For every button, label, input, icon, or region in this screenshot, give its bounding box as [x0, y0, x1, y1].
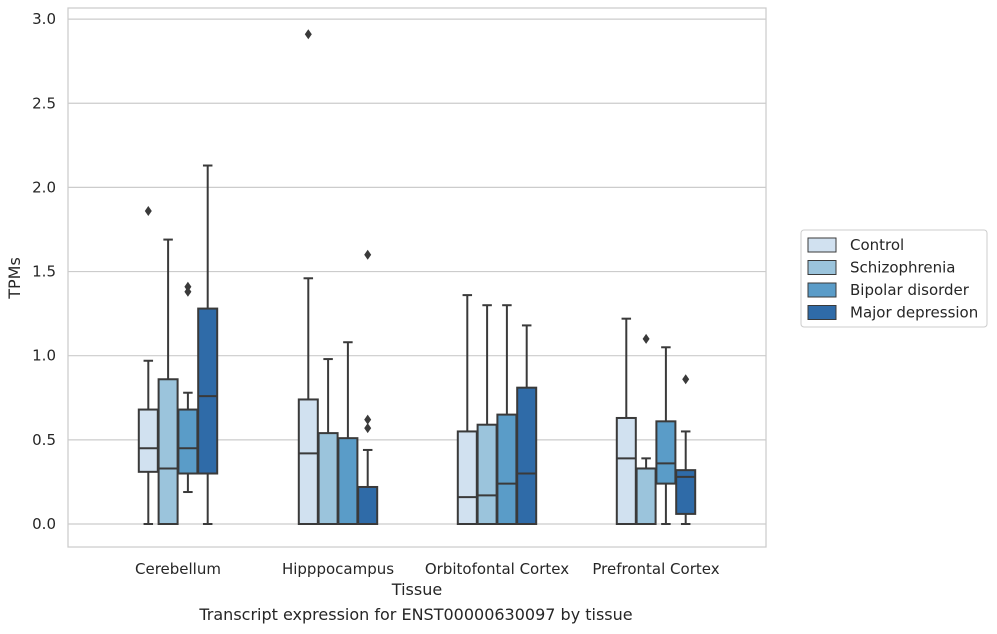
legend: Control Schizophrenia Bipolar disorder Majo… — [800, 229, 988, 328]
y-tick-label: 3.0 — [32, 10, 56, 28]
box — [137, 408, 159, 473]
box — [516, 386, 538, 525]
box — [655, 420, 677, 485]
box — [297, 398, 319, 526]
outlier-point — [682, 374, 690, 385]
legend-swatch — [807, 237, 837, 253]
outlier-point — [144, 205, 152, 216]
box — [675, 469, 697, 515]
outlier-point — [642, 333, 650, 344]
legend-label: Schizophrenia — [850, 259, 955, 277]
legend-swatch — [807, 305, 837, 320]
y-tick-label: 2.0 — [32, 178, 56, 196]
legend-label: Control — [850, 236, 904, 254]
x-axis: Cerebellum Hipppocampus Orbitofontal Corte… — [135, 560, 720, 578]
box — [157, 378, 179, 525]
box — [496, 413, 518, 526]
outlier-point — [364, 414, 372, 425]
x-tick-label: Prefrontal Cortex — [592, 560, 719, 578]
y-tick-label: 1.5 — [32, 263, 56, 281]
box — [337, 437, 359, 525]
plot-area-frame — [67, 7, 767, 548]
box — [317, 432, 339, 526]
x-axis-label: Tissue — [391, 580, 442, 599]
box — [177, 408, 199, 475]
box — [197, 307, 219, 475]
outlier-point — [184, 286, 192, 297]
y-tick-label: 0.5 — [32, 431, 56, 449]
x-tick-label: Hipppocampus — [282, 560, 394, 578]
outlier-point — [184, 281, 192, 292]
y-tick-label: 0.0 — [32, 515, 56, 533]
legend-label: Bipolar disorder — [850, 281, 970, 299]
x-tick-label: Cerebellum — [135, 560, 221, 578]
box — [635, 467, 657, 525]
legend-frame — [800, 229, 988, 328]
y-axis: 0.0 0.5 1.0 1.5 2.0 2.5 3.0 — [32, 10, 56, 533]
box — [357, 485, 379, 525]
x-tick-label: Orbitofontal Cortex — [425, 560, 569, 578]
outlier-point — [364, 249, 372, 260]
y-axis-label: TPMs — [5, 257, 24, 300]
box — [456, 430, 478, 525]
outlier-point — [304, 29, 312, 40]
legend-swatch — [807, 260, 837, 275]
y-tick-label: 1.0 — [32, 347, 56, 365]
box — [615, 416, 637, 526]
box — [476, 423, 498, 525]
outlier-point — [364, 423, 372, 434]
legend-label: Major depression — [850, 304, 978, 322]
box-plot-series — [137, 29, 697, 526]
legend-swatch — [807, 282, 837, 298]
y-tick-label: 2.5 — [32, 94, 56, 112]
figure-caption: Transcript expression for ENST0000063009… — [199, 605, 633, 624]
